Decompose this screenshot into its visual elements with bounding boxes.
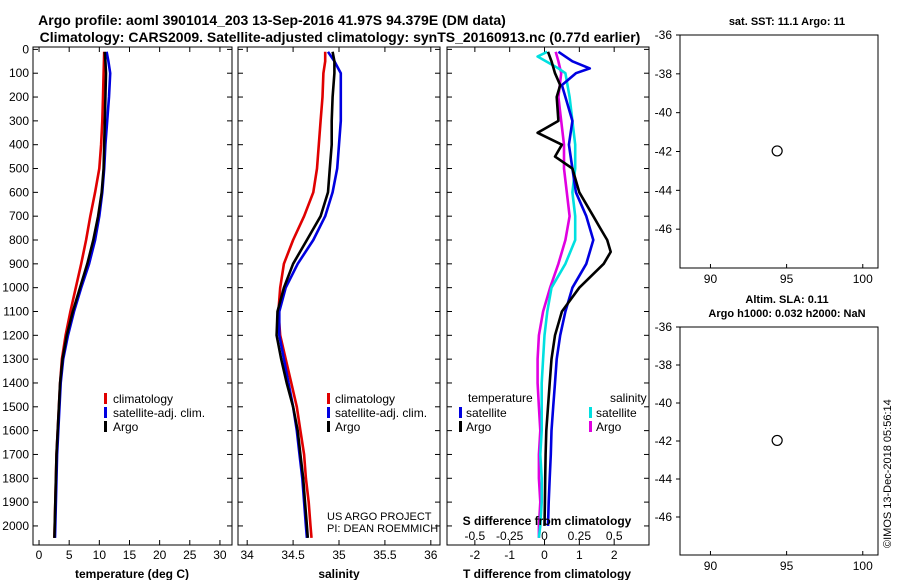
- x-tick-label: 35: [332, 548, 346, 562]
- legend-label: satellite-adj. clim.: [113, 406, 205, 420]
- x-tick-label: 1: [576, 548, 583, 562]
- depth-tick-label: 1400: [2, 376, 29, 390]
- salinity-panel: 34 34.5 35 35.5 36 salinity climatologysatelli…: [237, 46, 441, 580]
- title-line-1: Argo profile: aoml 3901014_203 13-Sep-20…: [38, 12, 506, 28]
- s-tick-label: -0.5: [465, 529, 486, 543]
- x-tick-label: 5: [66, 548, 73, 562]
- plot-frame: [237, 46, 441, 546]
- salinity-diff-satellite-line: [536, 50, 577, 539]
- s-tick-label: -0.25: [496, 529, 524, 543]
- depth-tick-label: 0: [22, 42, 29, 56]
- legend-label: satellite: [466, 406, 507, 420]
- salinity-diff-argo-line: [536, 51, 571, 538]
- depth-tick-label: 500: [9, 162, 29, 176]
- sst-map-panel: 90 95 100 -36 -38 -40 -42 -44 -46 sat. SST: 11.1 …: [655, 16, 879, 286]
- depth-tick-label: 1900: [2, 495, 29, 509]
- difference-panel: -2 -1 0 1 2 -0.5 -0.25 0 0.25 0.5S difference fro…: [446, 46, 650, 580]
- salinity-xlabel: salinity: [318, 567, 360, 580]
- depth-tick-label: 1700: [2, 447, 29, 461]
- map-y-tick-label: -44: [655, 183, 673, 197]
- map-y-tick-label: -40: [655, 106, 673, 120]
- depth-tick-label: 400: [9, 138, 29, 152]
- x-tick-label: 15: [123, 548, 137, 562]
- legend-label: Argo: [335, 420, 361, 434]
- x-tick-label: 36: [424, 548, 438, 562]
- t-xlabel: T difference from climatology: [463, 567, 631, 580]
- legend-swatch: [459, 407, 462, 418]
- depth-tick-label: 200: [9, 90, 29, 104]
- legend-swatch: [589, 407, 592, 418]
- legend-label: satellite: [596, 406, 637, 420]
- x-tick-label: 34.5: [281, 548, 305, 562]
- x-tick-label: -2: [470, 548, 481, 562]
- s-xlabel: S difference from climatology: [463, 514, 632, 528]
- legend-label: Argo: [466, 420, 492, 434]
- depth-tick-label: 800: [9, 233, 29, 247]
- depth-tick-label: 700: [9, 209, 29, 223]
- depth-tick-label: 1800: [2, 471, 29, 485]
- legend-label: Argo: [596, 420, 622, 434]
- s-tick-label: 0: [541, 529, 548, 543]
- x-tick-label: 34: [241, 548, 255, 562]
- temperature-xlabel: temperature (deg C): [75, 567, 189, 580]
- legend-swatch: [104, 393, 107, 404]
- x-tick-label: 35.5: [373, 548, 397, 562]
- temperature-diff-argo-line: [536, 51, 613, 526]
- legend-title-right: salinity: [610, 391, 647, 405]
- temperature-diff-satellite-line: [546, 50, 595, 526]
- depth-tick-label: 1300: [2, 352, 29, 366]
- s-tick-label: 0.5: [606, 529, 623, 543]
- map-y-tick-label: -36: [655, 28, 673, 42]
- map-x-tick-label: 95: [780, 272, 794, 286]
- depth-tick-label: 1000: [2, 281, 29, 295]
- x-tick-label: 10: [93, 548, 107, 562]
- title-line-2: Climatology: CARS2009. Satellite-adjuste…: [40, 29, 641, 45]
- legend-label: climatology: [335, 392, 395, 406]
- legend-label: climatology: [113, 392, 173, 406]
- legend-swatch: [459, 421, 462, 432]
- plot-frame: [32, 46, 233, 546]
- legend-label: Argo: [113, 420, 139, 434]
- depth-tick-label: 1600: [2, 424, 29, 438]
- map-y-tick-label: -46: [655, 222, 673, 236]
- depth-tick-label: 600: [9, 185, 29, 199]
- legend-label: satellite-adj. clim.: [335, 406, 427, 420]
- depth-tick-label: 1500: [2, 400, 29, 414]
- salinity-climatology-line: [277, 51, 327, 539]
- depth-tick-label: 2000: [2, 519, 29, 533]
- map-x-tick-label: 100: [853, 272, 873, 286]
- legend-title-left: temperature: [468, 391, 533, 405]
- s-tick-label: 0.25: [568, 529, 592, 543]
- plot-frame: [446, 46, 650, 546]
- x-tick-label: -1: [504, 548, 515, 562]
- temperature-argo-line: [53, 51, 108, 538]
- x-tick-label: 20: [153, 548, 167, 562]
- x-tick-label: 0: [541, 548, 548, 562]
- depth-tick-label: 1200: [2, 328, 29, 342]
- legend-swatch: [327, 407, 330, 418]
- depth-tick-label: 100: [9, 66, 29, 80]
- legend-swatch: [327, 421, 330, 432]
- map-title: sat. SST: 11.1 Argo: 11: [729, 16, 845, 28]
- map-x-tick-label: 90: [704, 272, 718, 286]
- depth-tick-label: 900: [9, 257, 29, 271]
- x-tick-label: 25: [183, 548, 197, 562]
- x-tick-label: 2: [611, 548, 618, 562]
- map-y-tick-label: -38: [655, 67, 673, 81]
- temperature-panel: 0100200300400500600700800900100011001200…: [2, 42, 233, 580]
- salinity-argo-line: [275, 51, 336, 538]
- legend-swatch: [104, 407, 107, 418]
- map-frame: [679, 34, 879, 269]
- float-position-marker: [771, 145, 783, 157]
- x-tick-label: 0: [36, 548, 43, 562]
- x-tick-label: 30: [213, 548, 227, 562]
- legend-swatch: [327, 393, 330, 404]
- map-y-tick-label: -42: [655, 145, 673, 159]
- depth-tick-label: 1100: [3, 304, 29, 318]
- legend-swatch: [589, 421, 592, 432]
- legend-swatch: [104, 421, 107, 432]
- depth-tick-label: 300: [9, 114, 29, 128]
